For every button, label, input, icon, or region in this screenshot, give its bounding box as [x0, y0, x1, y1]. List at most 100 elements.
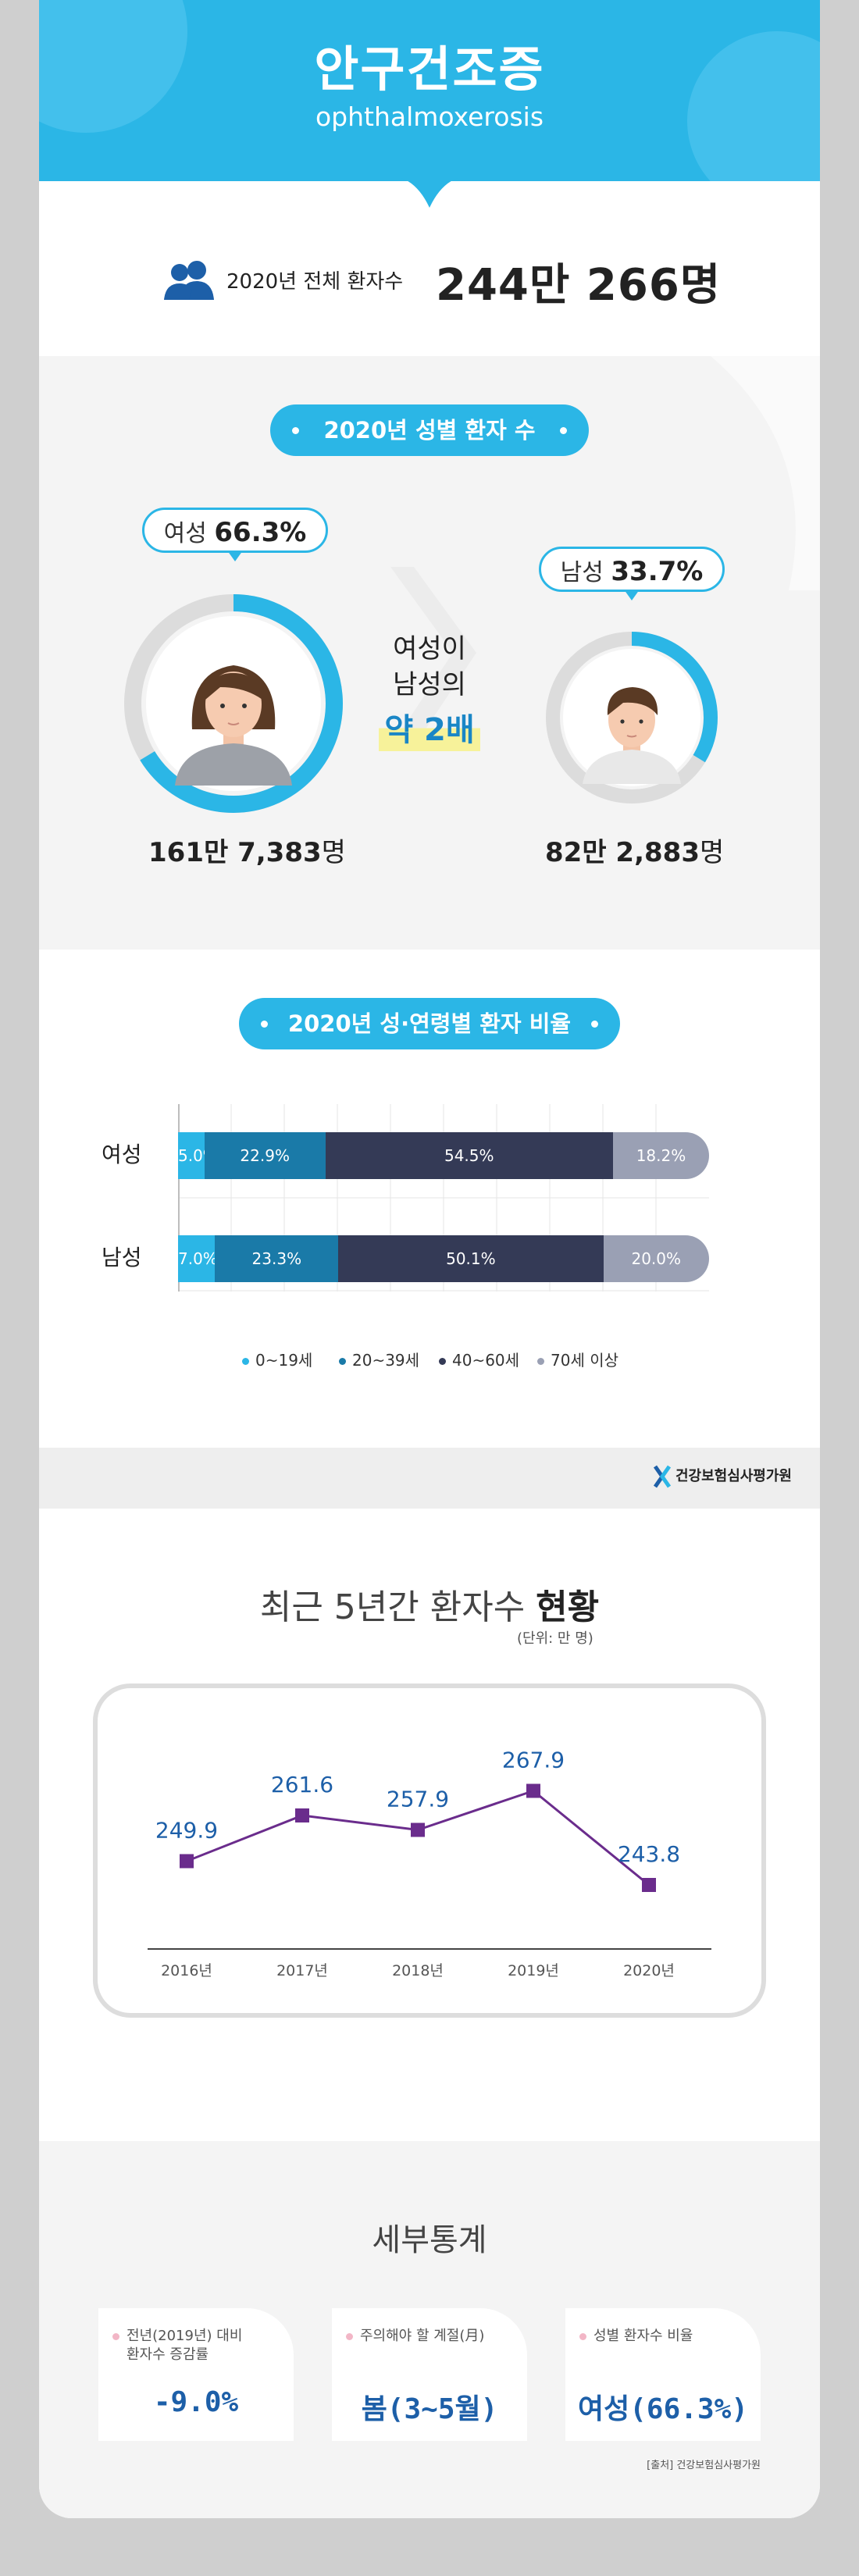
legend-label: 0~19세 — [255, 1351, 313, 1370]
detail-card-label-line2: 환자수 증감률 — [127, 2346, 209, 2363]
x-tick-label: 2019년 — [508, 1962, 559, 1979]
pill-dot — [261, 1021, 268, 1028]
detail-card-season: 주의해야 할 계절(月) 봄(3~5월) — [332, 2308, 527, 2441]
detail-card-label-line1: 전년(2019년) 대비 — [127, 2328, 243, 2344]
legend-item: 40~60세 — [439, 1348, 519, 1370]
data-point — [295, 1808, 309, 1822]
male-count-unit: 명 — [699, 837, 725, 868]
comparison-highlight: 약 2배 — [379, 709, 480, 751]
bar-segment: 23.3% — [215, 1235, 339, 1282]
age-ratio-pill-label: 2020년 성·연령별 환자 비율 — [287, 1010, 572, 1037]
bar-row-male: 7.0% 23.3% 50.1% 20.0% — [178, 1235, 709, 1282]
female-pct-bubble: 여성 66.3% — [142, 508, 328, 561]
bubble-tail — [624, 590, 640, 600]
detail-card-value: -9.0% — [153, 2386, 239, 2418]
bar-segment: 54.5% — [325, 1132, 613, 1179]
comparison-line2: 남성의 — [393, 669, 466, 700]
detail-dot — [112, 2333, 119, 2340]
data-label: 243.8 — [618, 1841, 680, 1867]
male-pct: 33.7% — [611, 556, 704, 587]
legend-dot — [537, 1358, 544, 1365]
data-label: 257.9 — [387, 1787, 449, 1812]
detail-card-label-line1: 주의해야 할 계절(月) — [360, 2328, 485, 2344]
header-notch — [401, 178, 458, 208]
data-point — [180, 1854, 194, 1869]
detail-dot — [579, 2333, 586, 2340]
x-tick-label: 2020년 — [623, 1962, 675, 1979]
legend-dot — [242, 1358, 249, 1365]
people-icon — [164, 261, 214, 300]
detail-card-gender-ratio: 성별 환자수 비율 여성(66.3%) — [565, 2308, 761, 2441]
hira-logo: 건강보험심사평가원 — [653, 1465, 792, 1488]
gender-section: 2020년 성별 환자 수 여성 66.3% 16 — [39, 356, 820, 950]
chart-frame — [93, 1683, 766, 2018]
bar-segment: 50.1% — [338, 1235, 604, 1282]
pill-dot — [560, 427, 567, 434]
bubble-tail — [227, 550, 243, 561]
detail-card-value: 여성(66.3%) — [578, 2393, 748, 2425]
detail-dot — [346, 2333, 353, 2340]
legend-dot — [439, 1358, 446, 1365]
detail-card-label: 성별 환자수 비율 — [593, 2327, 693, 2346]
male-label: 남성 — [560, 559, 604, 586]
detail-card-label: 주의해야 할 계절(月) — [360, 2327, 484, 2346]
male-pct-bubble: 남성 33.7% — [539, 547, 725, 600]
legend-dot — [339, 1358, 346, 1365]
page-title: 안구건조증 — [314, 41, 545, 98]
data-point — [411, 1822, 425, 1837]
female-count-unit: 명 — [321, 837, 346, 868]
bar-row-label-male: 남성 — [102, 1245, 142, 1270]
x-tick-label: 2016년 — [161, 1962, 212, 1979]
female-count-number: 161만 7,383 — [148, 837, 322, 868]
data-label: 249.9 — [155, 1818, 218, 1844]
detail-card-value: 봄(3~5월) — [361, 2393, 498, 2425]
legend-label: 40~60세 — [452, 1351, 520, 1370]
chart-unit: (단위: 만 명) — [517, 1630, 593, 1647]
trend-section: 최근 5년간 환자수 현황 (단위: 만 명) 249.9 2016년 261.6 2… — [39, 1509, 820, 2141]
header-banner: 안구건조증 ophthalmoxerosis — [39, 0, 820, 181]
legend-label: 70세 이상 — [551, 1351, 619, 1370]
bar-segment: 5.0% — [178, 1132, 218, 1179]
bar-segment: 22.9% — [204, 1132, 326, 1179]
gender-pill: 2020년 성별 환자 수 — [270, 404, 589, 456]
detail-title: 세부통계 — [372, 2222, 487, 2258]
female-donut — [124, 594, 343, 813]
age-ratio-pill: 2020년 성·연령별 환자 비율 — [239, 998, 620, 1049]
total-patients: 2020년 전체 환자수 244만 266명 — [39, 181, 820, 356]
comparison-line1: 여성이 — [393, 633, 466, 664]
line-chart: 249.9 2016년 261.6 2017년 257.9 2018년 267.9 2019년… — [148, 1748, 711, 1979]
bar-segment: 20.0% — [603, 1235, 709, 1282]
legend-label: 20~39세 — [352, 1351, 420, 1370]
hira-logo-icon — [653, 1465, 672, 1488]
total-label: 2020년 전체 환자수 — [226, 270, 404, 294]
infographic-card: 안구건조증 ophthalmoxerosis 2020년 전체 환자수 244만… — [39, 0, 820, 2518]
bar-row-female: 5.0% 22.9% 54.5% 18.2% — [178, 1132, 709, 1179]
x-tick-label: 2017년 — [276, 1962, 328, 1979]
male-count: 82만 2,883명 — [545, 831, 724, 869]
hira-logo-text: 건강보험심사평가원 — [675, 1468, 792, 1484]
age-ratio-section: 2020년 성·연령별 환자 비율 여성 남성 5.0% 22.9% 54.5% 18… — [39, 950, 820, 1448]
bar-segment: 7.0% — [178, 1235, 218, 1282]
male-avatar-icon — [583, 687, 681, 784]
male-donut-arc — [546, 632, 718, 803]
female-count: 161만 7,383명 — [148, 831, 346, 869]
legend-item: 0~19세 — [242, 1348, 312, 1370]
pill-dot — [292, 427, 299, 434]
data-point — [526, 1783, 540, 1798]
legend-item: 70세 이상 — [537, 1348, 618, 1370]
detail-card-label-line1: 성별 환자수 비율 — [593, 2328, 693, 2344]
bar-row-label-female: 여성 — [102, 1142, 142, 1167]
male-donut — [546, 632, 718, 803]
pill-dot — [591, 1021, 598, 1028]
source-strip: 건강보험심사평가원 — [39, 1448, 820, 1509]
female-donut-arc — [124, 594, 343, 813]
detail-source: [출처] 건강보험심사평가원 — [647, 2460, 761, 2471]
gender-pill-label: 2020년 성별 환자 수 — [323, 417, 536, 444]
legend-item: 20~39세 — [339, 1348, 419, 1370]
chart-title-plain: 최근 5년간 환자수 — [259, 1587, 536, 1627]
female-pct: 66.3% — [214, 517, 307, 548]
female-label: 여성 — [163, 520, 207, 547]
